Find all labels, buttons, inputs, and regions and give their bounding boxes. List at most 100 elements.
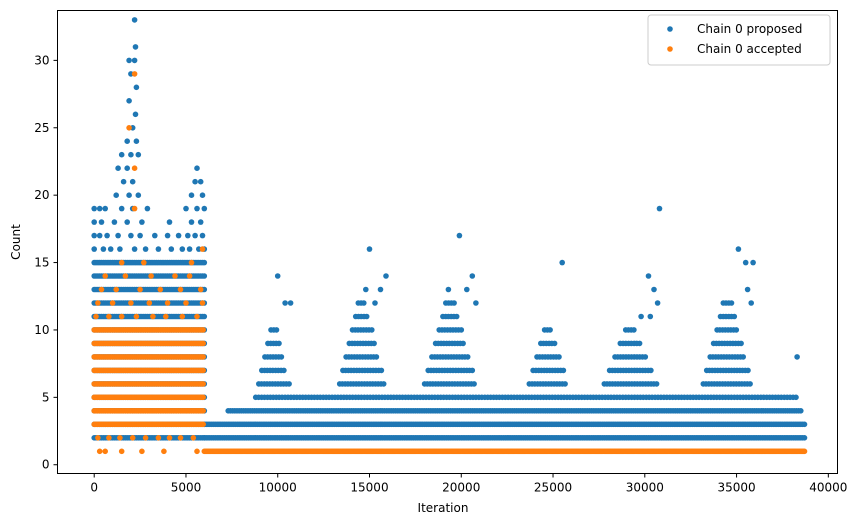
proposed-point (562, 381, 568, 387)
x-tick-label: 0 (90, 481, 98, 495)
proposed-point (801, 435, 808, 441)
accepted-point (163, 313, 169, 320)
proposed-point (750, 259, 756, 266)
proposed-point (91, 246, 97, 252)
proposed-point (137, 232, 143, 239)
accepted-point (142, 435, 149, 441)
proposed-point (118, 205, 125, 212)
proposed-point (551, 340, 558, 347)
proposed-point (139, 219, 145, 225)
proposed-point (164, 232, 171, 239)
proposed-point (451, 300, 457, 306)
accepted-point (164, 300, 171, 306)
accepted-point (126, 125, 132, 131)
proposed-point (738, 340, 744, 347)
proposed-point (186, 246, 193, 252)
proposed-point (369, 327, 375, 333)
proposed-point (647, 313, 654, 320)
proposed-point (131, 57, 138, 64)
accepted-point (183, 300, 189, 306)
accepted-point (141, 259, 147, 266)
proposed-point (201, 313, 208, 320)
accepted-point (148, 273, 154, 279)
proposed-point (100, 246, 107, 252)
legend-label-proposed: Chain 0 proposed (697, 22, 802, 36)
proposed-point (469, 273, 476, 279)
proposed-point (194, 165, 200, 171)
accepted-point (131, 205, 138, 212)
proposed-point (458, 327, 465, 333)
proposed-point (201, 259, 208, 266)
accepted-point (199, 300, 206, 306)
proposed-point (380, 381, 387, 387)
plot-frame (57, 10, 838, 474)
proposed-point (194, 205, 200, 212)
accepted-point (200, 421, 206, 428)
proposed-point (126, 57, 132, 64)
proposed-point (556, 354, 562, 360)
y-tick-label: 20 (34, 188, 49, 202)
proposed-point (274, 273, 281, 279)
proposed-point (282, 300, 288, 306)
proposed-point (456, 232, 463, 239)
accepted-point (131, 165, 138, 171)
proposed-point (131, 17, 138, 23)
proposed-point (801, 421, 808, 428)
proposed-point (131, 246, 138, 252)
accepted-point (179, 313, 186, 320)
proposed-point (107, 246, 114, 252)
proposed-point (115, 165, 121, 171)
proposed-point (188, 219, 195, 225)
proposed-point (645, 273, 652, 279)
accepted-point (200, 354, 206, 360)
accepted-point (157, 286, 164, 293)
proposed-point (126, 192, 132, 198)
proposed-point (745, 367, 751, 374)
proposed-point (469, 367, 476, 374)
proposed-point (168, 246, 175, 252)
accepted-point (188, 259, 195, 266)
proposed-point (464, 354, 471, 360)
accepted-point (200, 408, 206, 414)
proposed-point (638, 313, 644, 320)
accepted-point (129, 435, 136, 441)
proposed-point (731, 313, 738, 320)
x-tick-label: 25000 (534, 481, 572, 495)
proposed-point (104, 232, 110, 239)
accepted-point (93, 313, 99, 320)
proposed-point (445, 286, 452, 293)
proposed-point (98, 219, 105, 225)
proposed-point (636, 340, 643, 347)
accepted-point (118, 259, 125, 266)
proposed-point (276, 340, 282, 347)
y-axis-label: Count (9, 224, 23, 260)
y-tick-label: 25 (34, 121, 49, 135)
accepted-point (139, 448, 145, 455)
proposed-point (102, 205, 108, 212)
proposed-point (197, 178, 204, 185)
proposed-point (96, 232, 103, 239)
proposed-point (273, 327, 280, 333)
proposed-point (188, 192, 195, 198)
accepted-point (150, 313, 156, 320)
proposed-point (733, 327, 740, 333)
proposed-point (740, 354, 746, 360)
accepted-point (200, 327, 206, 333)
proposed-point (748, 300, 754, 306)
proposed-point (192, 232, 198, 239)
accepted-point (133, 313, 140, 320)
proposed-point (453, 313, 460, 320)
proposed-point (197, 219, 204, 225)
proposed-point (798, 408, 804, 414)
accepted-point (98, 286, 105, 293)
accepted-point (200, 367, 206, 374)
proposed-point (383, 273, 389, 279)
legend-label-accepted: Chain 0 accepted (697, 42, 802, 56)
x-axis-ticks: 0 5000 10000 15000 20000 25000 30000 35000 40000 (90, 473, 847, 495)
accepted-point (128, 300, 134, 306)
proposed-point (742, 259, 749, 266)
accepted-point (118, 313, 125, 320)
accepted-point (177, 435, 184, 441)
proposed-point (373, 354, 380, 360)
accepted-point (95, 435, 101, 441)
